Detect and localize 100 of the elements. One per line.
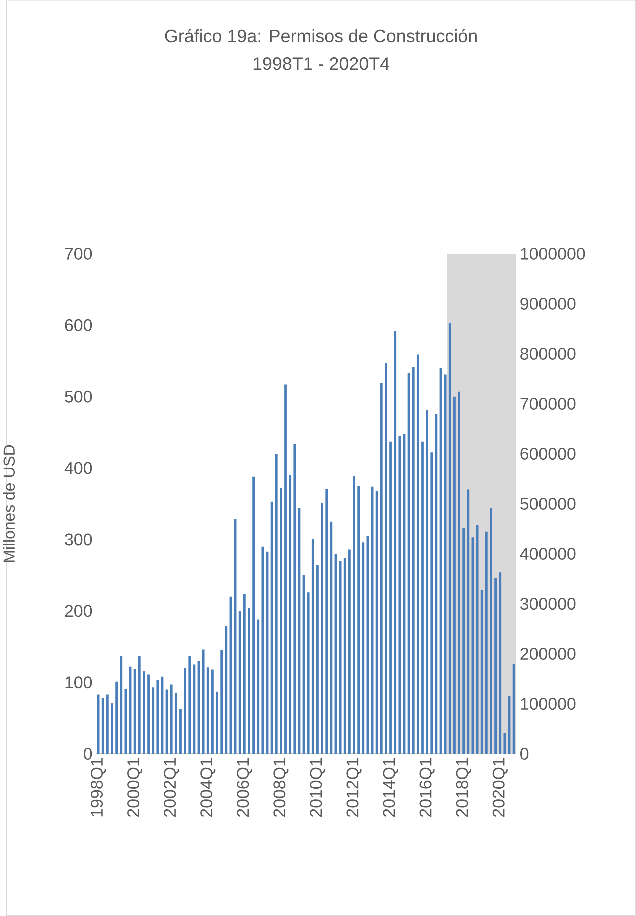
- bar: [184, 668, 186, 754]
- bar: [490, 508, 492, 754]
- y-tick-label: 200: [65, 605, 92, 618]
- bar: [124, 689, 128, 754]
- y2-tick-label: 500000: [520, 498, 576, 510]
- bar: [494, 578, 497, 754]
- x-tick-label: 2016Q1: [420, 758, 435, 818]
- bar: [312, 539, 314, 754]
- bar: [102, 698, 104, 754]
- bar: [262, 546, 264, 754]
- y-axis-title: Millones de USD: [3, 445, 15, 562]
- y-tick-label: 600: [65, 319, 92, 332]
- y-tick-label: 400: [64, 462, 92, 474]
- y-tick-label: 500: [65, 390, 92, 403]
- bar: [243, 594, 246, 754]
- y2-tick-label: 300000: [520, 598, 576, 610]
- bar: [238, 611, 242, 754]
- y2-tick-label: 900000: [520, 298, 576, 310]
- y2-tick-label: 700000: [520, 398, 576, 410]
- bar: [120, 656, 122, 754]
- y-tick-label: 0: [84, 748, 92, 760]
- bar: [394, 331, 396, 754]
- bar: [252, 476, 255, 754]
- bar: [106, 694, 109, 754]
- bar: [294, 444, 296, 754]
- bar: [499, 572, 502, 754]
- bar: [138, 656, 141, 754]
- bar: [326, 489, 328, 754]
- bar: [485, 532, 488, 754]
- y2-tick-label: 100000: [521, 698, 576, 710]
- bar: [216, 692, 218, 754]
- bar: [512, 664, 516, 754]
- bar: [421, 442, 424, 754]
- bar: [416, 354, 420, 754]
- x-tick-label: 2012Q1: [346, 758, 362, 818]
- bar: [220, 650, 223, 754]
- bar: [270, 502, 274, 754]
- bar: [480, 590, 484, 754]
- bar: [257, 620, 260, 754]
- bar: [134, 669, 136, 754]
- x-tick-label: 2020Q1: [492, 758, 508, 818]
- bar: [152, 688, 154, 754]
- bar: [448, 323, 452, 754]
- bar: [188, 656, 191, 754]
- bar: [211, 670, 214, 754]
- bar: [467, 490, 470, 754]
- bar: [357, 486, 360, 754]
- bar: [179, 709, 182, 754]
- y2-tick-label: 0: [520, 748, 529, 760]
- bar: [344, 558, 346, 754]
- bar: [320, 503, 324, 754]
- y2-tick-label: 800000: [520, 348, 576, 360]
- bar: [288, 475, 292, 754]
- bar: [412, 368, 415, 754]
- bar: [339, 561, 342, 754]
- bar: [380, 383, 383, 754]
- bar: [398, 436, 401, 754]
- bar: [444, 374, 447, 754]
- x-tick-label: 1998Q1: [90, 758, 106, 817]
- bar: [453, 396, 456, 754]
- bar: [384, 363, 388, 754]
- x-tick-label: 2018Q1: [456, 758, 472, 818]
- chart-subtitle: 1998T1 - 2020T4: [254, 58, 390, 70]
- bar: [430, 452, 433, 754]
- y-tick-label: 300: [64, 534, 92, 546]
- y2-tick-label: 1000000: [521, 248, 586, 260]
- bar: [248, 608, 250, 754]
- x-tick-label: 2014Q1: [383, 758, 398, 818]
- bar: [110, 703, 114, 754]
- bar: [352, 476, 356, 754]
- bar: [280, 488, 282, 754]
- chart-title: Gráfico 19a: Permisos de Construcción: [165, 29, 477, 43]
- bar: [115, 682, 118, 754]
- y2-tick-label: 600000: [520, 448, 576, 460]
- bar: [458, 392, 460, 754]
- bar: [174, 693, 178, 754]
- bar: [435, 414, 438, 754]
- bar: [193, 664, 196, 754]
- bar: [330, 522, 332, 754]
- x-tick-label: 2002Q1: [164, 758, 179, 818]
- y-tick-label: 700: [65, 248, 92, 260]
- y2-tick-label: 400000: [520, 548, 576, 560]
- bar: [389, 442, 392, 754]
- bar: [376, 491, 378, 754]
- bar: [348, 550, 351, 754]
- bar: [316, 565, 319, 754]
- bar: [504, 733, 506, 754]
- bar: [426, 410, 428, 754]
- x-tick-label: 2006Q1: [237, 758, 252, 818]
- bar: [284, 384, 287, 754]
- bar: [142, 671, 146, 754]
- bar: [462, 528, 465, 754]
- y2-tick-label: 200000: [520, 648, 576, 660]
- bar: [202, 650, 205, 754]
- x-tick-label: 2008Q1: [274, 758, 289, 818]
- y-tick-label: 100: [66, 676, 92, 689]
- bar: [307, 592, 310, 754]
- bar: [206, 668, 210, 754]
- bar: [147, 674, 150, 754]
- bar: [275, 454, 278, 754]
